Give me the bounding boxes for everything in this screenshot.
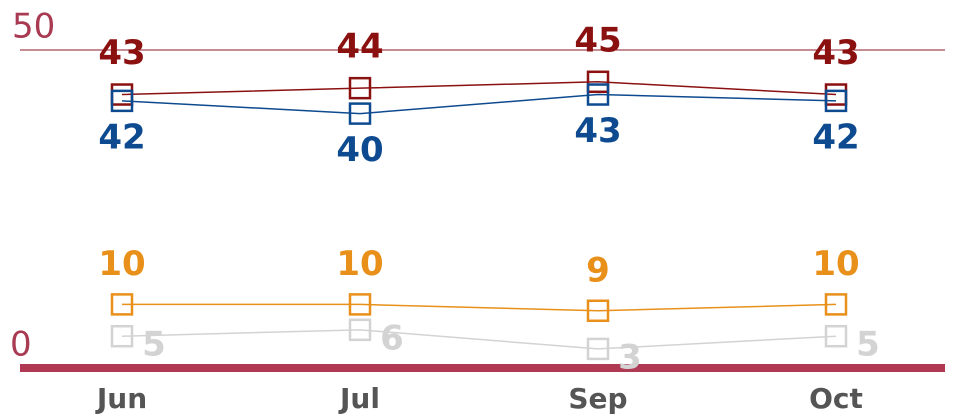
data-label: 5 xyxy=(856,325,880,365)
series-line xyxy=(121,93,837,115)
marker xyxy=(348,76,372,100)
data-label: 42 xyxy=(98,117,145,157)
data-label: 40 xyxy=(336,130,383,170)
data-label: 9 xyxy=(586,250,610,290)
data-label: 10 xyxy=(336,244,383,284)
data-label: 3 xyxy=(618,337,642,377)
marker xyxy=(110,324,134,348)
series-line xyxy=(122,303,837,312)
marker xyxy=(824,89,848,113)
marker xyxy=(586,299,610,323)
x-tick-label: Jul xyxy=(338,382,380,415)
data-label: 10 xyxy=(98,244,145,284)
marker xyxy=(824,293,848,316)
marker xyxy=(586,337,610,361)
y-tick-label: 0 xyxy=(10,325,32,365)
data-label: 44 xyxy=(336,27,383,67)
x-tick-label: Jun xyxy=(95,382,147,415)
series-line xyxy=(121,329,837,350)
data-label: 43 xyxy=(98,33,145,73)
marker xyxy=(586,70,610,94)
data-label: 6 xyxy=(380,318,404,358)
data-label: 43 xyxy=(812,33,859,73)
data-label: 45 xyxy=(574,20,621,60)
marker xyxy=(348,293,372,316)
marker xyxy=(348,318,372,342)
marker xyxy=(586,83,610,106)
series-line xyxy=(121,81,837,96)
data-label: 10 xyxy=(812,244,859,284)
data-label: 42 xyxy=(812,117,859,157)
data-label: 43 xyxy=(574,111,621,151)
marker xyxy=(348,102,372,125)
marker xyxy=(824,324,848,348)
x-tick-label: Sep xyxy=(568,382,627,415)
data-label: 5 xyxy=(142,325,166,365)
marker xyxy=(110,89,134,113)
marker xyxy=(110,293,134,316)
x-tick-label: Oct xyxy=(809,382,863,415)
y-tick-label: 50 xyxy=(12,7,55,47)
